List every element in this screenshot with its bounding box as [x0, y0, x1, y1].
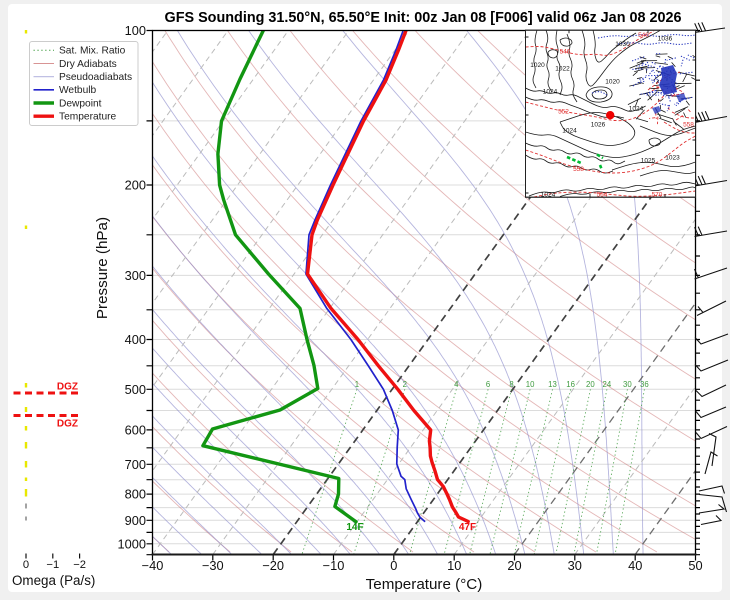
svg-text:Wetbulb: Wetbulb — [59, 85, 97, 96]
svg-text:−30: −30 — [202, 558, 224, 573]
svg-text:−20: −20 — [262, 558, 284, 573]
svg-text:6: 6 — [486, 380, 490, 389]
svg-text:800: 800 — [125, 487, 146, 502]
svg-text:1023: 1023 — [665, 155, 680, 162]
svg-text:Pressure (hPa): Pressure (hPa) — [94, 217, 111, 319]
svg-text:0: 0 — [390, 558, 397, 573]
svg-text:DGZ: DGZ — [57, 419, 78, 430]
svg-text:546: 546 — [560, 49, 571, 56]
svg-text:558: 558 — [683, 122, 694, 129]
svg-text:1020: 1020 — [605, 79, 620, 86]
svg-text:1022: 1022 — [555, 66, 570, 73]
svg-text:1026: 1026 — [591, 122, 606, 129]
svg-text:1000: 1000 — [118, 536, 146, 551]
svg-text:700: 700 — [125, 457, 146, 472]
svg-text:10: 10 — [447, 558, 461, 573]
svg-text:−10: −10 — [323, 558, 345, 573]
svg-text:Dewpoint: Dewpoint — [59, 98, 102, 109]
svg-text:1025: 1025 — [641, 158, 656, 165]
svg-text:Pseudoadiabats: Pseudoadiabats — [59, 72, 132, 83]
svg-text:1024: 1024 — [541, 192, 556, 199]
svg-text:558: 558 — [573, 166, 584, 173]
svg-text:Temperature: Temperature — [59, 112, 117, 123]
svg-text:−1: −1 — [46, 559, 59, 571]
svg-text:20: 20 — [586, 380, 595, 389]
svg-text:Omega (Pa/s): Omega (Pa/s) — [12, 573, 95, 588]
svg-text:GFS Sounding 31.50°N, 65.50°E: GFS Sounding 31.50°N, 65.50°E Init: 00z … — [165, 10, 682, 26]
svg-text:1036: 1036 — [658, 36, 673, 43]
svg-text:900: 900 — [125, 513, 146, 528]
svg-text:Sat. Mix. Ratio: Sat. Mix. Ratio — [59, 46, 126, 57]
svg-text:40: 40 — [628, 558, 642, 573]
svg-text:400: 400 — [125, 332, 146, 347]
svg-text:47F: 47F — [459, 522, 476, 533]
svg-text:1024: 1024 — [543, 89, 558, 96]
svg-text:1020: 1020 — [530, 62, 545, 69]
svg-text:−2: −2 — [73, 559, 86, 571]
svg-text:500: 500 — [125, 382, 146, 397]
svg-text:1024: 1024 — [562, 128, 577, 135]
svg-text:−40: −40 — [142, 558, 164, 573]
svg-text:100: 100 — [125, 23, 146, 38]
svg-text:570: 570 — [652, 192, 663, 199]
svg-text:1024: 1024 — [629, 106, 644, 113]
svg-text:1030: 1030 — [615, 41, 630, 48]
svg-text:36: 36 — [640, 380, 649, 389]
svg-text:1: 1 — [355, 380, 359, 389]
svg-text:Temperature (°C): Temperature (°C) — [366, 576, 483, 593]
svg-text:DGZ: DGZ — [57, 382, 78, 393]
svg-text:30: 30 — [568, 558, 582, 573]
svg-text:4: 4 — [454, 380, 459, 389]
svg-text:300: 300 — [125, 268, 146, 283]
svg-text:0: 0 — [23, 559, 29, 571]
svg-text:Dry Adiabats: Dry Adiabats — [59, 59, 117, 70]
svg-text:20: 20 — [507, 558, 521, 573]
svg-text:16: 16 — [566, 380, 575, 389]
svg-text:30: 30 — [623, 380, 632, 389]
svg-text:13: 13 — [548, 380, 557, 389]
svg-text:540: 540 — [638, 32, 649, 39]
svg-text:24: 24 — [603, 380, 612, 389]
svg-text:600: 600 — [125, 423, 146, 438]
svg-text:14F: 14F — [346, 522, 363, 533]
svg-text:200: 200 — [125, 178, 146, 193]
svg-text:552: 552 — [558, 109, 569, 116]
svg-text:10: 10 — [526, 380, 535, 389]
svg-text:8: 8 — [509, 380, 513, 389]
svg-text:2: 2 — [403, 380, 407, 389]
svg-text:50: 50 — [688, 558, 702, 573]
svg-text:564: 564 — [597, 192, 608, 199]
